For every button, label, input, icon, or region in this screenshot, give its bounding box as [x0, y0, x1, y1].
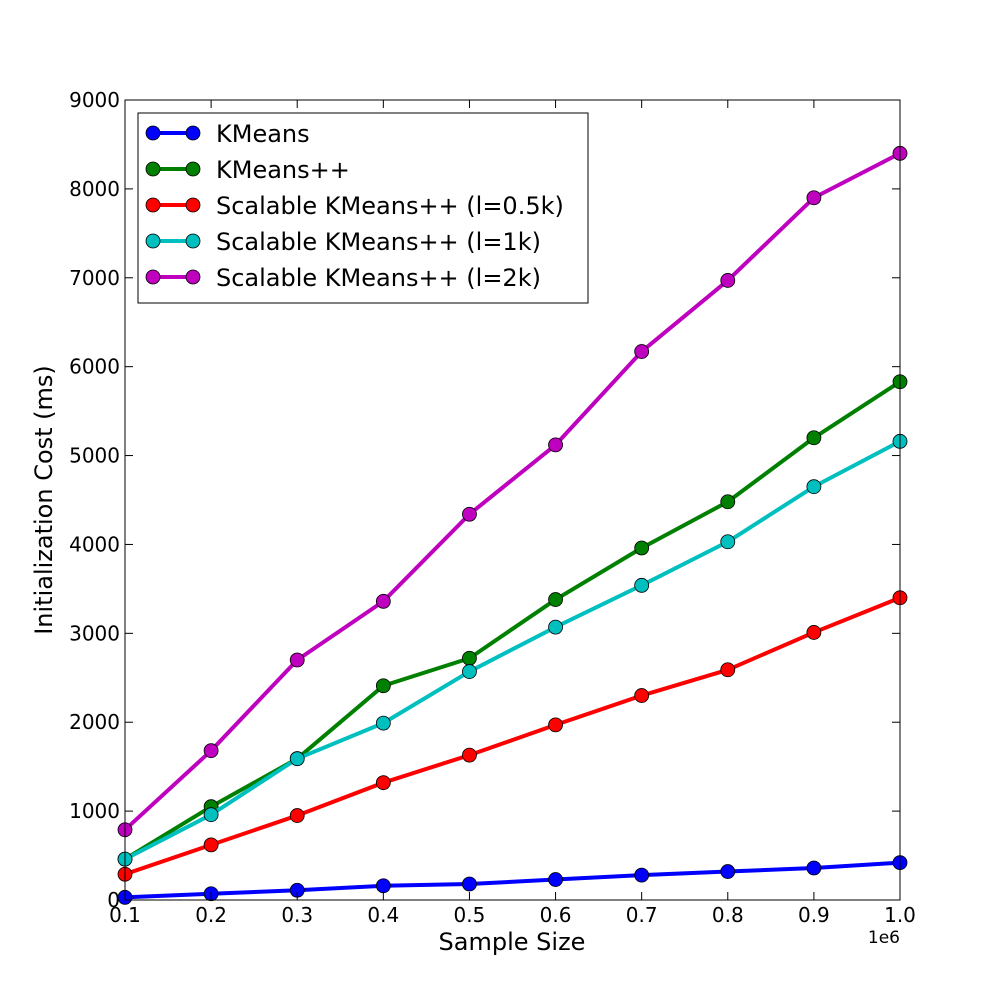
- y-tick-label: 9000: [69, 88, 120, 112]
- data-point: [634, 688, 650, 703]
- series-line: [124, 439, 901, 861]
- data-point: [720, 662, 736, 678]
- data-point: [548, 619, 563, 635]
- legend-marker: [145, 161, 161, 177]
- legend-entry: KMeans++: [145, 156, 350, 184]
- data-point: [375, 775, 391, 791]
- data-point: [375, 878, 391, 894]
- x-offset-label: 1e6: [868, 928, 900, 948]
- series-line: [124, 595, 901, 877]
- series-line: [123, 380, 902, 861]
- data-point: [806, 479, 822, 495]
- data-point: [462, 650, 477, 666]
- legend-marker: [185, 269, 201, 285]
- legend-entry: Scalable KMeans++ (l=1k): [145, 228, 541, 256]
- legend-marker: [185, 161, 201, 177]
- data-point: [720, 494, 736, 510]
- data-point: [289, 808, 305, 823]
- legend-label: KMeans++: [216, 156, 350, 184]
- y-tick-label: 1000: [69, 799, 120, 823]
- x-tick-label: 0.7: [626, 903, 658, 927]
- data-point: [462, 747, 477, 763]
- legend-label: KMeans: [216, 120, 310, 148]
- x-tick-label: 0.4: [367, 903, 399, 927]
- x-axis-title: Sample Size: [439, 928, 586, 956]
- legend-marker: [145, 233, 161, 249]
- data-point: [548, 872, 563, 887]
- x-tick-label: 0.3: [281, 903, 313, 927]
- x-tick-label: 1.0: [884, 903, 916, 927]
- data-point: [634, 577, 650, 593]
- x-tick-label: 0.1: [109, 903, 141, 927]
- legend: KMeans KMeans++ Scalable KMeans++ (l=0.5k)…: [137, 112, 589, 304]
- x-tick-label: 0.2: [195, 903, 227, 927]
- y-tick-label: 0: [107, 888, 120, 912]
- data-point: [634, 867, 650, 883]
- y-tick-label: 8000: [69, 177, 120, 201]
- x-tick-label: 0.5: [454, 903, 486, 927]
- data-point: [720, 534, 736, 550]
- y-tick-label: 4000: [69, 532, 120, 556]
- data-point: [375, 715, 391, 731]
- series-layer: [117, 145, 908, 905]
- data-point: [203, 837, 219, 853]
- data-point: [548, 717, 563, 733]
- data-point: [548, 437, 563, 453]
- legend-marker: [185, 233, 201, 249]
- data-point: [634, 344, 650, 359]
- data-point: [289, 751, 305, 767]
- y-tick-label: 6000: [69, 355, 120, 379]
- legend-box: [137, 112, 589, 304]
- series-3: [117, 433, 908, 867]
- x-tick-label: 0.8: [712, 903, 744, 927]
- series-4: [117, 145, 908, 838]
- y-tick-label: 3000: [69, 621, 120, 645]
- data-point: [806, 190, 822, 206]
- data-point: [806, 625, 822, 640]
- tick-layer: 0.1 0.2 0.3 0.4 0.5 0.6 0.7 0.8 0.9 1.0 0 1000 2000 3…: [69, 88, 916, 927]
- data-point: [375, 678, 391, 694]
- legend-label: Scalable KMeans++ (l=0.5k): [216, 192, 564, 220]
- y-axis-title: Initialization Cost (ms): [30, 365, 58, 635]
- series-line: [124, 860, 901, 900]
- y-tick-label: 5000: [69, 444, 120, 468]
- legend-entry: Scalable KMeans++ (l=2k): [145, 264, 541, 292]
- plot-frame: [124, 99, 901, 901]
- legend-marker: [185, 197, 201, 213]
- data-point: [462, 664, 477, 679]
- data-point: [720, 273, 736, 288]
- x-tick-label: 0.6: [540, 903, 572, 927]
- legend-marker: [145, 269, 161, 285]
- legend-label: Scalable KMeans++ (l=1k): [216, 228, 541, 256]
- data-point: [806, 430, 822, 446]
- data-point: [462, 506, 477, 522]
- data-point: [806, 860, 822, 876]
- legend-marker: [185, 125, 201, 141]
- data-point: [720, 864, 736, 879]
- data-point: [462, 876, 477, 892]
- data-point: [634, 540, 650, 556]
- legend-marker: [145, 197, 161, 213]
- x-tick-label: 0.9: [798, 903, 830, 927]
- legend-entry: Scalable KMeans++ (l=0.5k): [145, 192, 564, 220]
- series-0: [117, 855, 908, 905]
- series-2: [117, 590, 908, 882]
- series-line: [123, 151, 901, 832]
- y-tick-label: 7000: [69, 266, 120, 290]
- data-point: [203, 743, 219, 759]
- y-tick-label: 2000: [69, 710, 120, 734]
- legend-entry: KMeans: [145, 120, 310, 148]
- data-point: [289, 652, 305, 668]
- legend-marker: [145, 125, 161, 141]
- data-point: [548, 592, 563, 607]
- legend-label: Scalable KMeans++ (l=2k): [216, 264, 541, 292]
- data-point: [203, 807, 219, 823]
- data-point: [375, 593, 391, 609]
